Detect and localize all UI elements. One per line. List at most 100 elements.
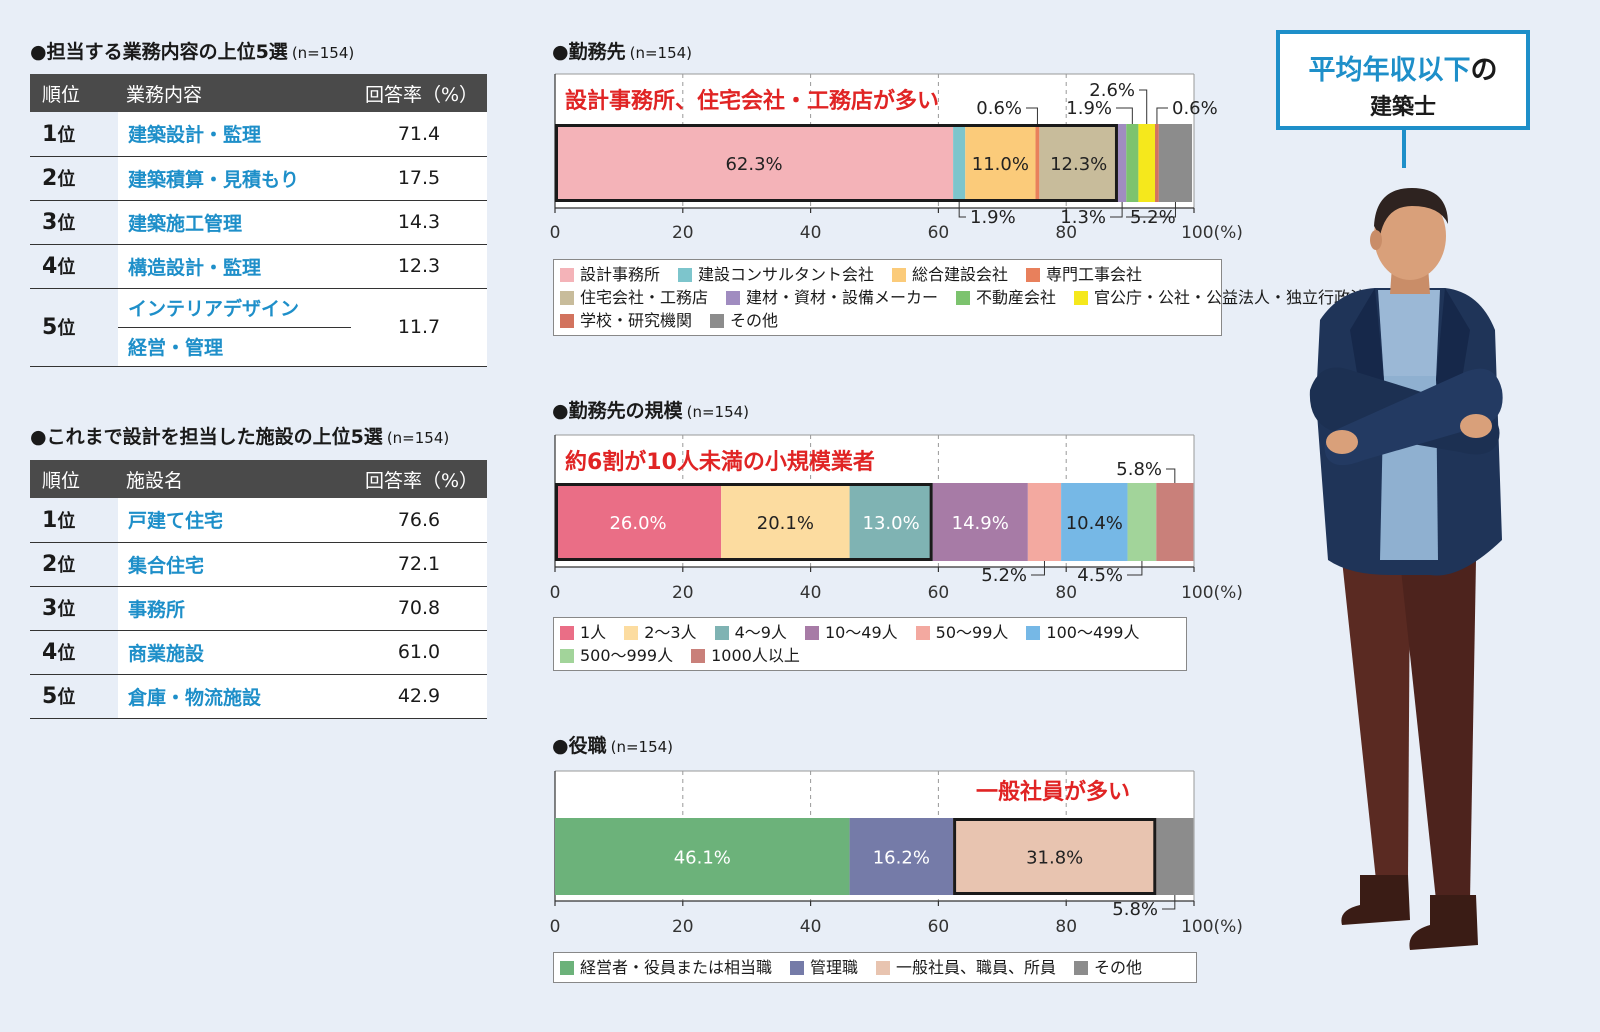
item-value: 14.3 [351,200,487,245]
data-label: 1.3% [1060,207,1106,228]
table-header-cell: 回答率（%） [351,460,487,498]
legend-swatch [560,267,574,282]
callout-connector [1402,130,1406,168]
bar-segment [849,818,954,895]
rank-number: 4 [42,254,58,279]
leader-line [1031,561,1045,576]
rank-cell: 4位 [30,630,118,675]
legend-label: 設計事務所 [580,265,661,284]
item-name: 建築積算・見積もり [118,156,351,201]
legend-entry: 不動産会社 [956,286,1056,309]
chart1-legend: 設計事務所 建設コンサルタント会社 総合建設会社 専門工事会社 住宅会社・工務店 建材・資… [553,259,1382,336]
table1-title: ●担当する業務内容の上位5選 (n=154) [30,41,355,63]
table-header-cell: 業務内容 [118,74,351,112]
legend-row: 住宅会社・工務店 建材・資材・設備メーカー 不動産会社 官公庁・公社・公益法人・独立行… [560,286,1382,309]
table-header-cell: 順位 [30,74,118,112]
rank-cell: 2位 [30,156,118,201]
legend-label: その他 [1094,958,1143,977]
legend-entry: 総合建設会社 [892,263,1008,286]
highlight-box [555,483,933,561]
leader-line [1126,202,1176,218]
legend-swatch [560,290,574,305]
data-label: 20.1% [757,513,814,534]
legend-swatch [1074,960,1089,975]
tick-label: 100(%) [1181,583,1243,603]
legend-label: 住宅会社・工務店 [580,288,709,307]
stacked-bar-charts: 0 20 40 60 80 100(%) 設計事務所、住宅会社・工務店が多い 62.3% 11.… [550,73,1243,937]
legend-entry: その他 [1074,956,1142,979]
legend-swatch [560,313,574,328]
rank-cell: 2位 [30,542,118,587]
legend-label: 専門工事会社 [1046,265,1143,284]
bar-segment [1127,483,1157,561]
bar-segment [932,483,1028,561]
data-label: 12.3% [1050,154,1107,175]
bar-segment [1117,124,1127,202]
rank-number: 1 [42,121,58,147]
legend-entry: 住宅会社・工務店 [560,286,708,309]
chart2-legend: 1人 2〜3人 4〜9人 10〜49人 50〜99人 100〜499人 500〜999人 10… [553,617,1187,671]
leader-line [1139,89,1148,124]
legend-swatch [876,960,891,975]
table-row: 5位 倉庫・物流施設 42.9 [30,674,487,719]
legend-entry: 専門工事会社 [1026,263,1142,286]
legend-row: 設計事務所 建設コンサルタント会社 総合建設会社 専門工事会社 [560,263,1215,286]
chart-3: 0 20 40 60 80 100(%) 一般社員が多い 46.1% 16.2% 31.8% 5.8… [550,770,1243,937]
bar-segment [1035,124,1040,202]
table-row: 1位 建築設計・監理 71.4 [30,112,487,157]
tick-label: 0 [550,223,561,243]
legend-swatch [624,625,639,640]
tick-label: 40 [800,223,822,243]
data-label: 5.2% [981,565,1027,586]
legend-label: 学校・研究機関 [580,311,693,330]
rank-cell: 5位 [30,288,118,367]
legend-row: 500〜999人 1000人以上 [560,644,1180,667]
legend-swatch [1074,290,1089,305]
bar-segment [1061,483,1128,561]
legend-entry: 4〜9人 [714,621,787,644]
chart-annotation: 約6割が10人未満の小規模業者 [565,449,875,475]
legend-row: 学校・研究機関 その他 [560,309,1215,332]
legend-swatch [1026,625,1041,640]
rank-number: 1 [42,507,58,533]
tick-label: 80 [1055,583,1077,603]
legend-entry: 1000人以上 [691,644,800,667]
legend-entry: 1人 [560,621,606,644]
rank-cell: 4位 [30,244,118,289]
item-name: 集合住宅 [118,542,351,587]
legend-label: 10〜49人 [824,623,898,642]
leader-line [1156,107,1168,124]
rank-number: 5 [42,684,58,709]
legend-swatch [804,625,819,640]
item-name: 事務所 [118,586,351,631]
data-label: 13.0% [863,513,920,534]
rank-suffix: 位 [57,124,76,146]
rank-suffix: 位 [57,555,76,576]
bar-segment [1158,124,1193,202]
item-name: 経営・管理 [118,327,351,367]
item-value: 42.9 [351,674,487,719]
rank-suffix: 位 [57,510,76,532]
item-value: 11.7 [351,288,487,367]
legend-label: 総合建設会社 [912,265,1009,284]
table-row: 2位 建築積算・見積もり 17.5 [30,156,487,201]
data-label: 4.5% [1077,565,1123,586]
legend-swatch [714,625,729,640]
legend-swatch [678,267,693,282]
item-name: インテリアデザイン [118,288,351,328]
bar-segment [1156,483,1194,561]
rank-number: 4 [42,640,58,665]
legend-entry: 学校・研究機関 [560,309,692,332]
legend-entry: 官公庁・公社・公益法人・独立行政法人 [1074,286,1382,309]
rank-number: 3 [42,596,58,621]
legend-swatch [790,960,805,975]
data-label: 11.0% [972,154,1029,175]
legend-entry: 10〜49人 [804,621,898,644]
table-header-row: 順位 業務内容 回答率（%） [30,74,487,112]
legend-entry: その他 [710,309,778,332]
callout-line2: 建築士 [1369,95,1436,120]
legend-row: 1人 2〜3人 4〜9人 10〜49人 50〜99人 100〜499人 [560,621,1180,644]
bar-segment [953,124,966,202]
rank-cell: 5位 [30,674,118,719]
chart3-title: ●役職 (n=154) [552,735,674,757]
